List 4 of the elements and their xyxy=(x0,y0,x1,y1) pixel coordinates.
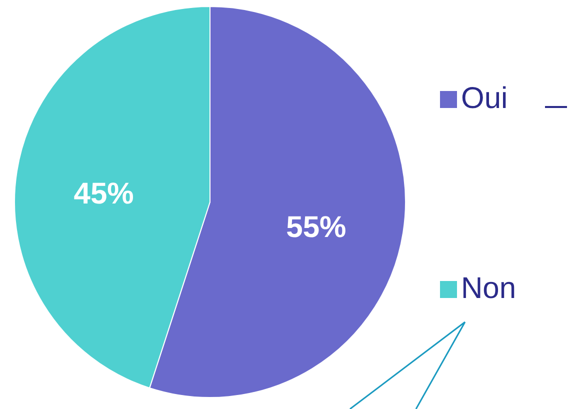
legend-label: Non xyxy=(461,272,516,306)
data-label: 45% xyxy=(74,177,134,210)
legend-label: Oui xyxy=(461,82,508,116)
data-label: 55% xyxy=(286,211,346,244)
